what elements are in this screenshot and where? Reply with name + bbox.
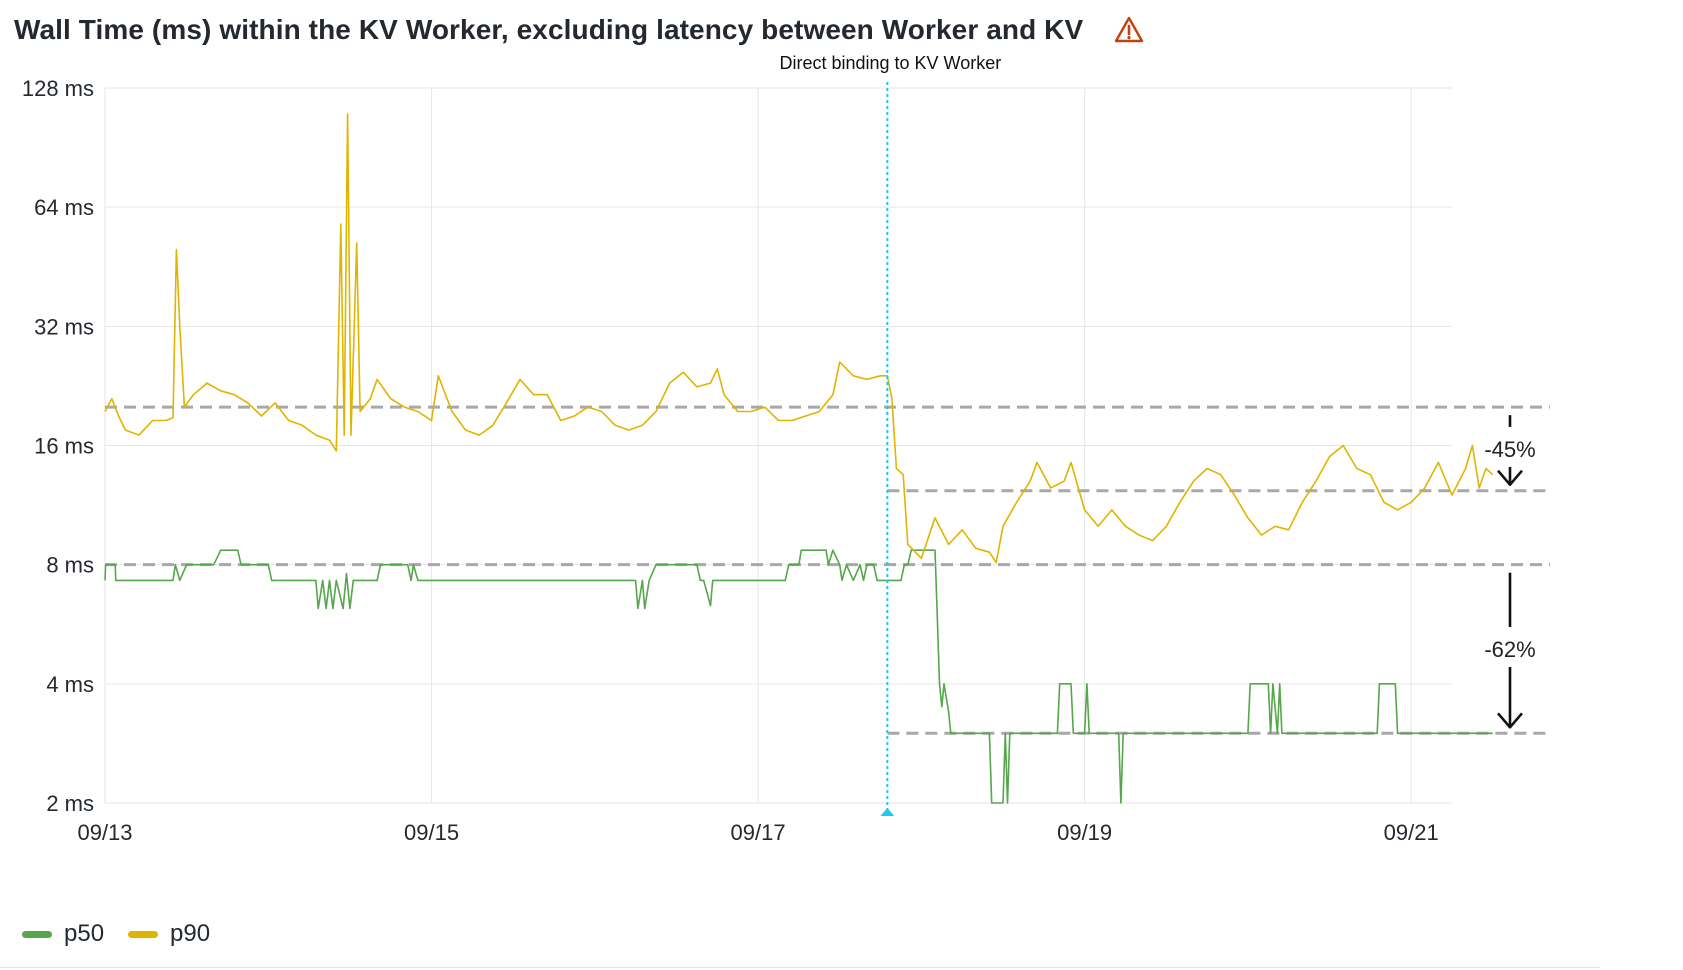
warning-triangle-icon[interactable] — [1113, 14, 1145, 46]
grid — [104, 87, 1452, 804]
y-tick-label: 4 ms — [46, 672, 94, 697]
x-tick-label: 09/21 — [1384, 820, 1439, 845]
y-tick-label: 16 ms — [34, 434, 94, 459]
event-label: Direct binding to KV Worker — [779, 53, 1001, 73]
legend: p50 p90 — [22, 920, 234, 948]
x-axis-ticks: 09/13 09/15 09/17 09/19 09/21 — [77, 820, 1438, 845]
y-tick-label: 2 ms — [46, 791, 94, 816]
legend-label-p90: p90 — [170, 920, 211, 947]
reduction-label: -62% — [1484, 637, 1535, 662]
reduction-label: -45% — [1484, 437, 1535, 462]
title-row: Wall Time (ms) within the KV Worker, exc… — [14, 10, 1145, 50]
down-arrow-icon — [1497, 469, 1523, 487]
legend-label-p50: p50 — [64, 920, 105, 947]
y-tick-label: 128 ms — [22, 76, 94, 101]
event-marker-triangle — [880, 808, 895, 816]
y-tick-label: 32 ms — [34, 314, 94, 339]
legend-swatch-p90 — [128, 930, 159, 938]
x-tick-label: 09/13 — [77, 820, 132, 845]
y-tick-label: 64 ms — [34, 195, 94, 220]
series-line-p90 — [104, 113, 1494, 564]
reduction-annotations: -45% -62% — [1484, 415, 1536, 729]
legend-item-p90[interactable]: p90 — [128, 920, 210, 948]
reference-lines — [105, 405, 1550, 735]
bottom-divider — [0, 967, 1600, 968]
x-tick-label: 09/15 — [404, 820, 459, 845]
series-line-p50 — [104, 549, 1493, 804]
y-axis-ticks: 2 ms 4 ms 8 ms 16 ms 32 ms 64 ms 128 ms — [22, 76, 94, 816]
legend-item-p50[interactable]: p50 — [22, 920, 104, 948]
series-lines — [104, 113, 1494, 804]
x-tick-label: 09/17 — [731, 820, 786, 845]
legend-swatch-p50 — [22, 930, 52, 938]
y-tick-label: 8 ms — [46, 553, 94, 578]
event-marker: Direct binding to KV Worker — [779, 53, 1001, 816]
chart-title: Wall Time (ms) within the KV Worker, exc… — [14, 14, 1084, 45]
x-tick-label: 09/19 — [1057, 820, 1112, 845]
down-arrow-icon — [1497, 712, 1523, 729]
